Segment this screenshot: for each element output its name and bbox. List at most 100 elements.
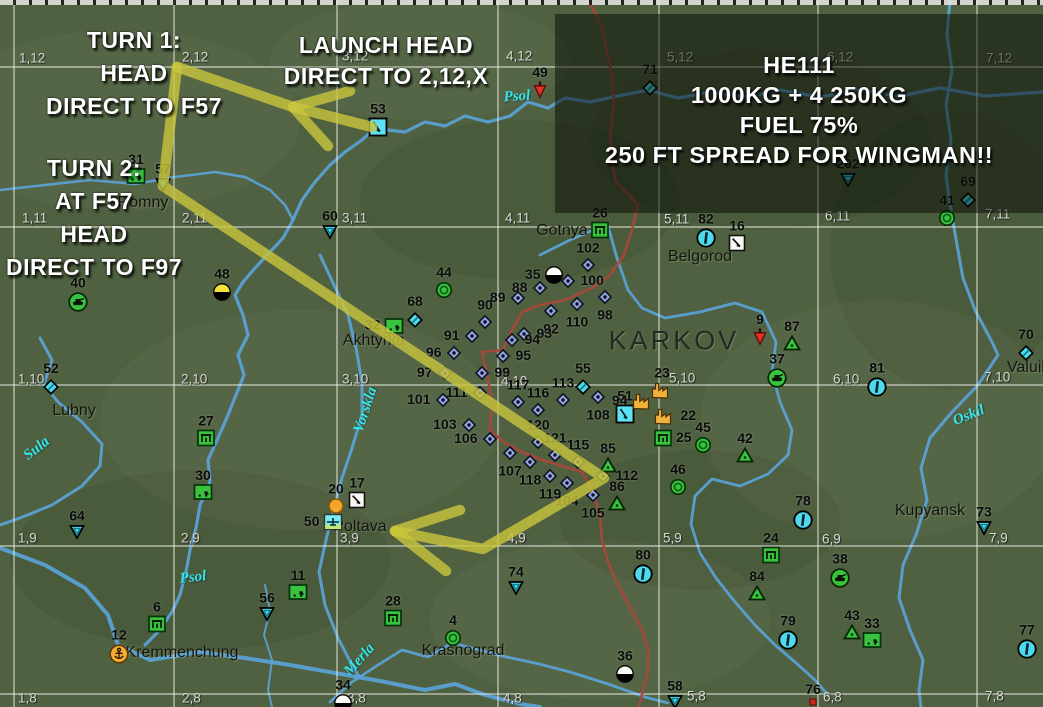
- map-marker-76[interactable]: 76: [805, 682, 821, 706]
- map-marker-84[interactable]: 84: [747, 569, 767, 601]
- map-marker-49[interactable]: 49: [532, 65, 548, 99]
- map-marker-104[interactable]: 104: [555, 475, 579, 508]
- map-marker-12[interactable]: 12: [109, 628, 130, 665]
- map-marker-119[interactable]: 119: [539, 468, 561, 501]
- map-marker-106[interactable]: 106: [454, 431, 499, 448]
- town-label-karkov: KARKOV: [608, 325, 740, 356]
- map-marker-46[interactable]: 46: [669, 462, 687, 496]
- map-marker-73[interactable]: 73: [975, 505, 993, 536]
- map-marker-23[interactable]: 23: [651, 366, 674, 399]
- annotation-turn2: TURN 2: AT F57 HEAD DIRECT TO F97: [0, 152, 188, 284]
- map-marker-58[interactable]: 58: [666, 679, 684, 707]
- map-marker-118[interactable]: 118: [519, 454, 541, 487]
- map-marker-34[interactable]: 34: [334, 678, 353, 707]
- map-marker-43[interactable]: 43: [842, 608, 862, 640]
- map-marker-44[interactable]: 44: [435, 265, 453, 299]
- map-marker-51[interactable]: 51: [615, 389, 635, 424]
- grid-label-7-8: 7,8: [985, 688, 1004, 704]
- factory-icon: [632, 393, 655, 410]
- map-marker-45[interactable]: 45: [694, 420, 712, 454]
- map-marker-16[interactable]: 16: [728, 219, 746, 252]
- map-marker-9[interactable]: 9: [753, 312, 768, 346]
- map-marker-97[interactable]: 97: [417, 365, 454, 382]
- map-marker-79[interactable]: 79: [778, 614, 799, 651]
- map-marker-27[interactable]: 27: [197, 414, 215, 447]
- marker-number: 55: [575, 360, 591, 376]
- map-marker-33[interactable]: 33: [862, 616, 882, 648]
- map-marker-77[interactable]: 77: [1017, 623, 1038, 660]
- marker-number: 58: [667, 677, 683, 694]
- map-marker-94[interactable]: 94: [612, 393, 655, 410]
- map-marker-24[interactable]: 24: [762, 531, 780, 564]
- map-marker-101[interactable]: 101: [407, 392, 452, 409]
- map-marker-32[interactable]: 32: [365, 318, 404, 334]
- map-marker-88[interactable]: 88: [512, 280, 549, 297]
- marker-number: 40: [70, 274, 86, 291]
- map-marker-111[interactable]: 111: [446, 385, 489, 402]
- map-marker-100[interactable]: 100: [560, 273, 604, 290]
- map-marker-52[interactable]: 52: [41, 361, 61, 397]
- map-marker-53[interactable]: 53: [368, 102, 388, 137]
- map-marker-74[interactable]: 74: [507, 565, 525, 596]
- map-marker-11[interactable]: 11: [288, 568, 308, 600]
- map-marker-107[interactable]: 107: [498, 445, 522, 478]
- map-marker-95[interactable]: 95: [495, 348, 531, 365]
- map-marker-42[interactable]: 42: [735, 431, 755, 463]
- map-marker-110[interactable]: 110: [566, 296, 588, 329]
- map-marker-22[interactable]: 22: [654, 408, 696, 425]
- map-marker-80[interactable]: 80: [633, 548, 654, 585]
- map-marker-64[interactable]: 64: [68, 509, 86, 540]
- map-ruler-strip: [0, 0, 1043, 5]
- map-marker-115[interactable]: 115: [567, 438, 589, 471]
- map-marker-20[interactable]: 20: [328, 482, 345, 515]
- map-marker-50[interactable]: 50: [304, 514, 343, 531]
- map-marker-87[interactable]: 87: [782, 319, 802, 351]
- map-marker-6[interactable]: 6: [148, 600, 166, 633]
- green-building-icon: [762, 546, 780, 564]
- map-marker-4[interactable]: 4: [444, 613, 462, 647]
- briefing-fuel: FUEL 75%: [739, 112, 859, 138]
- map-marker-36[interactable]: 36: [616, 649, 635, 684]
- map-marker-30[interactable]: 30: [193, 468, 213, 500]
- map-marker-56[interactable]: 56: [258, 591, 276, 622]
- green-circle-icon: [938, 209, 956, 227]
- map-marker-17[interactable]: 17: [348, 476, 366, 509]
- map-marker-105[interactable]: 105: [581, 487, 605, 520]
- map-marker-68[interactable]: 68: [405, 294, 425, 330]
- map-marker-38[interactable]: 38: [830, 552, 851, 589]
- map-marker-113[interactable]: 113: [552, 376, 574, 409]
- green-truck-icon: [862, 632, 882, 648]
- map-marker-121[interactable]: 121: [543, 431, 567, 464]
- map-marker-48[interactable]: 48: [213, 267, 232, 302]
- map-marker-26[interactable]: 26: [591, 206, 609, 239]
- map-marker-86[interactable]: 86: [607, 479, 627, 511]
- map-marker-117[interactable]: 117: [507, 378, 529, 411]
- green-circle-tank-icon: [830, 568, 851, 589]
- map-marker-85[interactable]: 85: [598, 441, 618, 473]
- map-marker-40[interactable]: 40: [68, 276, 89, 313]
- map-marker-108[interactable]: 108: [586, 389, 610, 422]
- map-marker-89[interactable]: 89: [490, 290, 527, 307]
- map-marker-82[interactable]: 82: [696, 212, 717, 249]
- marker-number: 12: [111, 626, 127, 643]
- map-marker-31[interactable]: 31: [126, 152, 146, 184]
- map-marker-92[interactable]: 92: [543, 303, 560, 336]
- map-marker-25[interactable]: 25: [654, 430, 692, 447]
- grid-label-5-8: 5,8: [687, 688, 706, 704]
- half-bw-icon: [616, 665, 635, 684]
- marker-number: 85: [600, 440, 616, 456]
- target-diamond-icon: [435, 392, 452, 409]
- map-marker-96[interactable]: 96: [426, 345, 463, 362]
- map-marker-60[interactable]: 60: [321, 209, 339, 240]
- map-marker-81[interactable]: 81: [867, 361, 888, 398]
- map-marker-98[interactable]: 98: [597, 289, 614, 322]
- map-marker-91[interactable]: 91: [444, 328, 481, 345]
- map-marker-37[interactable]: 37: [767, 352, 788, 389]
- map-marker-78[interactable]: 78: [793, 494, 814, 531]
- map-marker-70[interactable]: 70: [1016, 327, 1036, 363]
- map-marker-99[interactable]: 99: [474, 365, 510, 382]
- target-diamond-icon: [542, 468, 559, 485]
- annotation-launch-line: DIRECT TO 2,12,X: [283, 63, 489, 89]
- map-marker-28[interactable]: 28: [384, 594, 402, 627]
